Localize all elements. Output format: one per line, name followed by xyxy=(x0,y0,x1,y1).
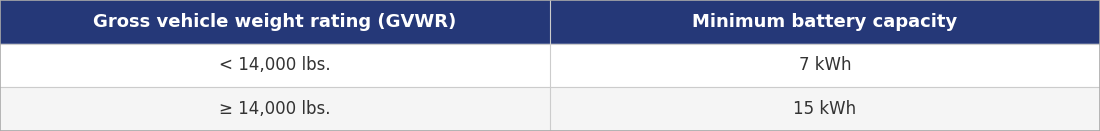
Bar xyxy=(0,0,550,44)
Text: Minimum battery capacity: Minimum battery capacity xyxy=(692,13,958,31)
Text: 7 kWh: 7 kWh xyxy=(799,56,851,75)
Bar xyxy=(550,87,1100,131)
Bar xyxy=(550,44,1100,87)
Bar xyxy=(550,0,1100,44)
Bar xyxy=(0,44,550,87)
Text: 15 kWh: 15 kWh xyxy=(793,100,857,118)
Text: < 14,000 lbs.: < 14,000 lbs. xyxy=(219,56,331,75)
Text: ≥ 14,000 lbs.: ≥ 14,000 lbs. xyxy=(219,100,331,118)
Bar xyxy=(0,87,550,131)
Text: Gross vehicle weight rating (GVWR): Gross vehicle weight rating (GVWR) xyxy=(94,13,456,31)
